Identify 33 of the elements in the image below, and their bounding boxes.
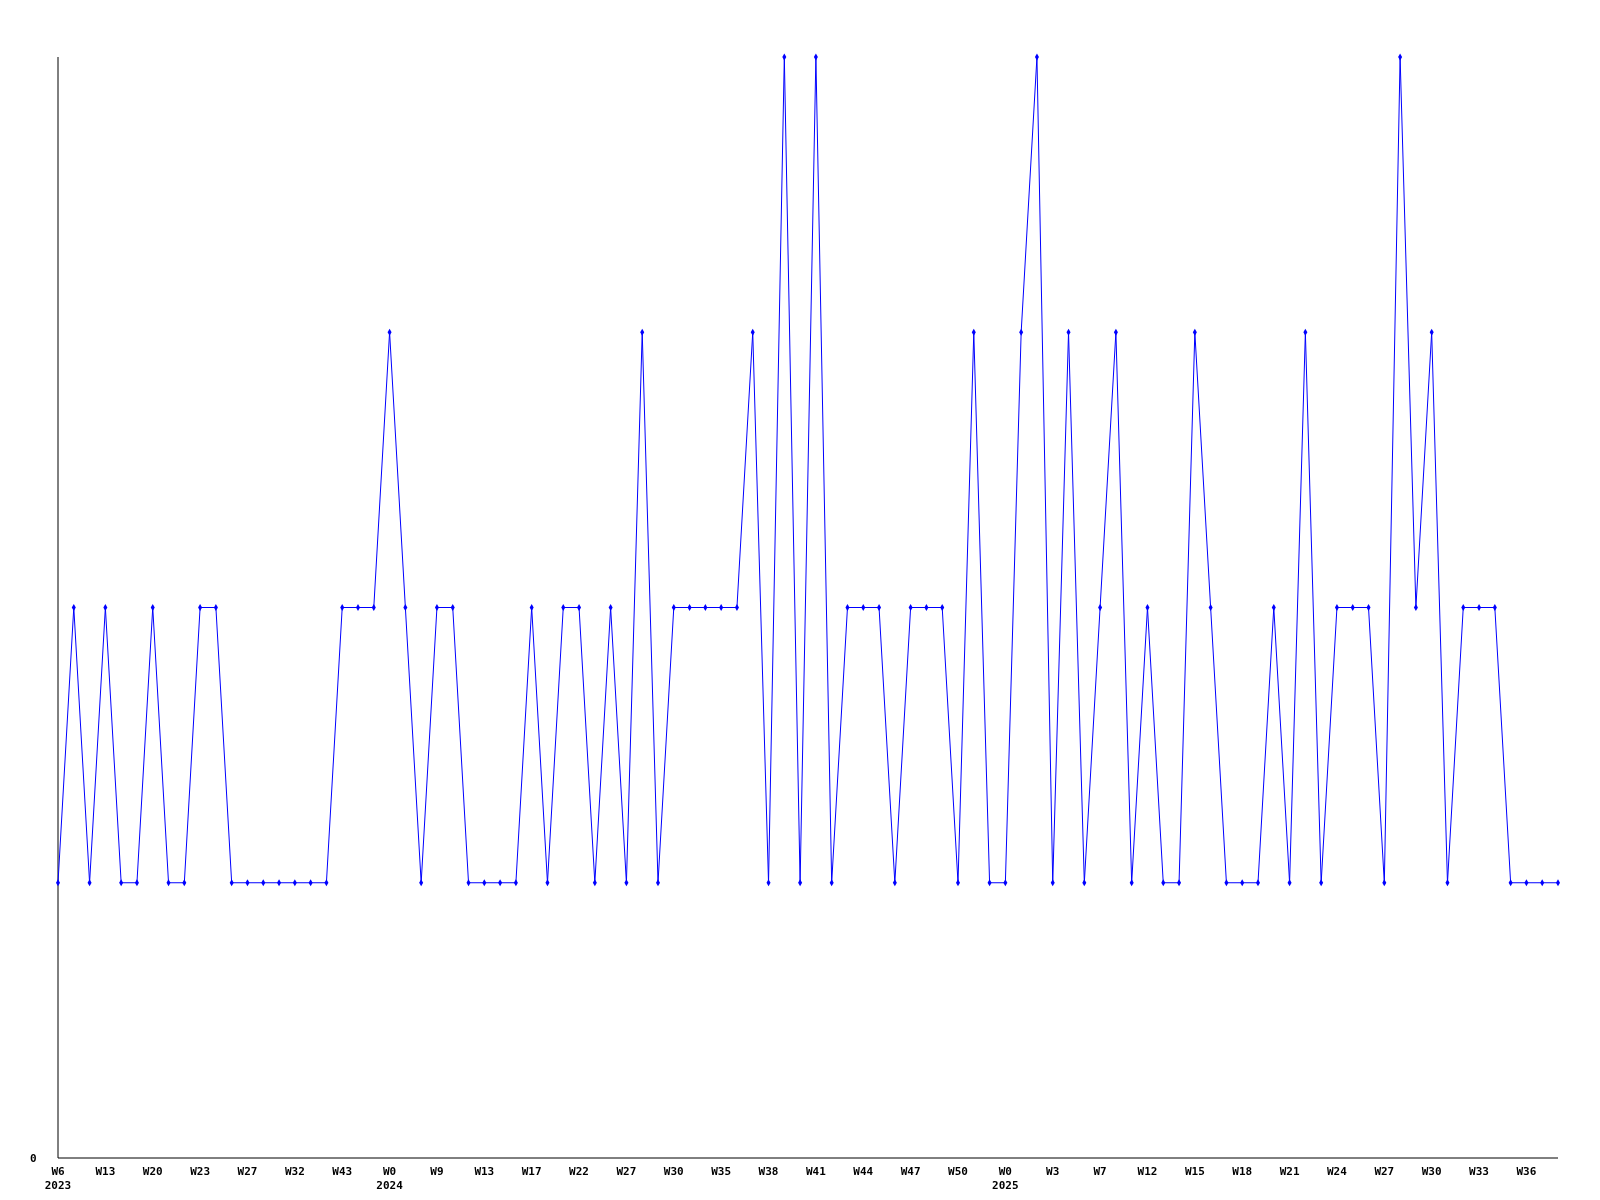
x-tick-label: W50 (948, 1165, 968, 1178)
x-tick-label: W0 2025 (992, 1165, 1019, 1192)
x-tick-label: W24 (1327, 1165, 1348, 1178)
x-tick-label: W41 (805, 1165, 827, 1178)
x-tick-label: W44 (853, 1165, 874, 1178)
x-tick-label: W3 (1046, 1165, 1060, 1178)
x-tick-label: W27 (237, 1165, 258, 1178)
x-tick-label: W7 (1093, 1165, 1107, 1178)
x-tick-label: W12 (1137, 1165, 1158, 1178)
x-tick-label: W13 (474, 1165, 495, 1178)
x-tick-label: W43 (332, 1165, 353, 1178)
x-tick-label: W0 2024 (376, 1165, 404, 1192)
x-tick-label: W9 (430, 1165, 444, 1178)
x-tick-label: W38 (758, 1165, 779, 1178)
x-tick-label: W32 (284, 1165, 305, 1178)
x-tick-label: W6 2023 (44, 1165, 72, 1192)
x-tick-label: W17 (521, 1165, 542, 1178)
x-tick-label: W21 (1279, 1165, 1300, 1178)
x-tick-label: W30 (663, 1165, 684, 1178)
x-tick-label: W30 (1421, 1165, 1442, 1178)
x-tick-label: W27 (1374, 1165, 1395, 1178)
x-tick-label: W47 (900, 1165, 921, 1178)
x-tick-label: W15 (1184, 1165, 1205, 1178)
x-tick-label: W13 (95, 1165, 116, 1178)
text: 0 (30, 1152, 37, 1165)
x-tick-label: W23 (190, 1165, 211, 1178)
x-tick-label: W20 (142, 1165, 163, 1178)
x-tick-label: W33 (1469, 1165, 1489, 1178)
x-tick-label: W36 (1516, 1165, 1537, 1178)
x-tick-label: W22 (569, 1165, 589, 1178)
x-tick-label: W27 (616, 1165, 637, 1178)
x-tick-label: W18 (1232, 1165, 1253, 1178)
x-tick-label: W35 (711, 1165, 732, 1178)
